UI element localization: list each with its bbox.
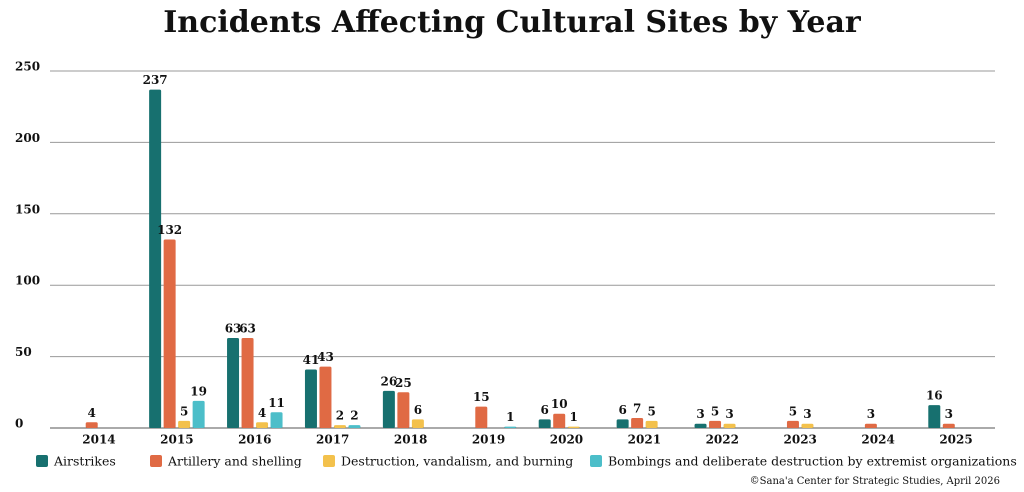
bar <box>333 425 346 428</box>
value-label: 6 <box>414 403 422 417</box>
value-label: 19 <box>190 384 207 398</box>
value-label: 4 <box>88 406 96 420</box>
y-tick-label: 100 <box>15 274 40 288</box>
bar <box>475 406 488 428</box>
bar <box>631 418 644 428</box>
value-label: 15 <box>473 390 490 404</box>
source: ©Sana'a Center for Strategic Studies, Ap… <box>750 476 1000 487</box>
value-label: 5 <box>711 404 719 418</box>
value-label: 5 <box>180 404 188 418</box>
value-label: 3 <box>696 407 704 421</box>
bar <box>694 423 707 428</box>
bar <box>178 420 191 428</box>
value-label: 5 <box>789 404 797 418</box>
bar <box>567 426 580 428</box>
bar <box>504 426 517 428</box>
value-label: 26 <box>381 374 398 388</box>
bar <box>348 425 361 428</box>
value-label: 132 <box>157 223 182 237</box>
value-label: 10 <box>551 397 568 411</box>
x-tick-label: 2020 <box>550 433 583 447</box>
legend-swatch <box>590 455 602 467</box>
y-tick-label: 250 <box>15 60 40 74</box>
bar <box>227 338 240 428</box>
legend-label: Airstrikes <box>53 454 116 469</box>
value-label: 3 <box>867 407 875 421</box>
bar <box>709 420 722 428</box>
x-tick-label: 2022 <box>706 433 739 447</box>
x-tick-label: 2015 <box>160 433 193 447</box>
bar <box>864 423 877 428</box>
bar <box>723 423 736 428</box>
legend-label: Bombings and deliberate destruction by e… <box>608 454 1017 469</box>
value-label: 4 <box>258 406 266 420</box>
bar <box>319 366 332 428</box>
x-tick-label: 2014 <box>82 433 115 447</box>
bar <box>645 420 658 428</box>
value-label: 2 <box>350 409 358 423</box>
value-label: 41 <box>303 353 320 367</box>
value-label: 1 <box>506 410 514 424</box>
value-label: 2 <box>336 409 344 423</box>
bar <box>786 420 799 428</box>
value-label: 16 <box>926 389 943 403</box>
x-tick-label: 2021 <box>628 433 661 447</box>
bar <box>801 423 814 428</box>
value-label: 43 <box>317 350 334 364</box>
bar <box>192 400 205 428</box>
bar <box>928 405 941 428</box>
value-label: 1 <box>570 410 578 424</box>
legend-swatch <box>150 455 162 467</box>
x-tick-label: 2019 <box>472 433 505 447</box>
x-tick-label: 2024 <box>861 433 894 447</box>
bar <box>304 369 317 428</box>
value-label: 3 <box>803 407 811 421</box>
x-tick-label: 2017 <box>316 433 349 447</box>
value-label: 6 <box>541 403 549 417</box>
x-tick-label: 2023 <box>784 433 817 447</box>
x-tick-label: 2018 <box>394 433 427 447</box>
bar <box>256 422 269 428</box>
y-tick-label: 50 <box>15 345 32 359</box>
value-label: 63 <box>239 322 256 336</box>
value-label: 11 <box>268 396 285 410</box>
bar <box>538 419 551 428</box>
bar <box>163 239 176 428</box>
value-label: 25 <box>395 376 412 390</box>
legend-label: Artillery and shelling <box>167 454 302 469</box>
value-label: 7 <box>633 402 641 416</box>
value-label: 237 <box>143 73 168 87</box>
value-label: 63 <box>225 322 242 336</box>
bar <box>241 338 254 428</box>
bar <box>553 413 566 428</box>
bar <box>397 392 410 428</box>
value-label: 5 <box>647 404 655 418</box>
y-tick-label: 150 <box>15 202 40 216</box>
chart-title: Incidents Affecting Cultural Sites by Ye… <box>163 5 862 40</box>
bar <box>270 412 283 428</box>
x-tick-label: 2025 <box>939 433 972 447</box>
y-tick-label: 0 <box>15 417 23 431</box>
x-tick-label: 2016 <box>238 433 271 447</box>
bar <box>85 422 98 428</box>
bar <box>149 89 162 429</box>
legend-swatch <box>323 455 335 467</box>
legend-label: Destruction, vandalism, and burning <box>341 454 573 469</box>
bar <box>382 390 395 428</box>
value-label: 6 <box>618 403 626 417</box>
legend-swatch <box>36 455 48 467</box>
value-label: 3 <box>945 407 953 421</box>
bar <box>616 419 629 428</box>
y-tick-label: 200 <box>15 131 40 145</box>
value-label: 3 <box>725 407 733 421</box>
bar <box>942 423 955 428</box>
source-text: Sana'a Center for Strategic Studies, Apr… <box>760 476 1000 487</box>
bar <box>411 419 424 428</box>
